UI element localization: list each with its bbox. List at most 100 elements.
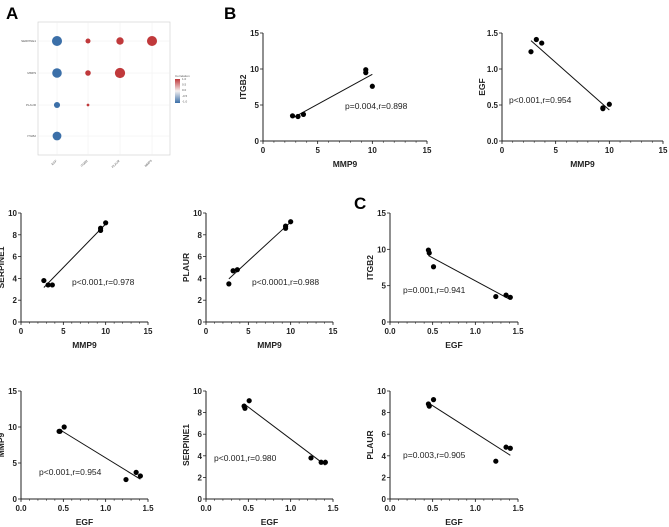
data-point: [300, 111, 307, 117]
x-tick-label: 0: [204, 327, 209, 336]
data-point: [430, 264, 437, 270]
col-label: PLAUR: [111, 158, 121, 168]
data-point: [234, 267, 240, 273]
stats-annotation: p<0.0001,r=0.988: [252, 277, 319, 287]
panel-label-b: B: [224, 4, 236, 23]
x-axis-label: EGF: [261, 517, 278, 527]
y-tick-label: 10: [8, 209, 17, 218]
correlation-dot: [116, 37, 124, 45]
stats-annotation: p=0.001,r=0.941: [403, 285, 466, 295]
legend-tick: -1.0: [182, 99, 188, 103]
y-tick-label: 10: [8, 423, 17, 432]
y-tick-label: 10: [377, 387, 386, 396]
data-point: [45, 282, 51, 288]
scatter-plot-itgb2-vs-egf: 0.0 0.5 1.0 1.5 0 5 10 15 EGF ITGB2 p=0.001,r=0.94…: [365, 209, 524, 350]
x-tick-label: 10: [101, 327, 110, 336]
y-tick-label: 2: [13, 296, 18, 305]
data-point: [318, 459, 324, 465]
scatter-plot-plaur-vs-mmp9: 0 5 10 15 0 2 4 6 8 10 MMP9 PLAUR p<0.0001,r=0.988: [181, 209, 338, 350]
y-tick-label: 4: [198, 274, 203, 283]
data-point: [430, 397, 437, 403]
legend-title: Correlation: [175, 74, 190, 78]
data-point: [507, 294, 513, 300]
correlation-dot: [114, 67, 126, 79]
y-axis-label: PLAUR: [181, 253, 191, 282]
data-point: [230, 268, 236, 274]
row-label: MMP9: [27, 71, 36, 75]
x-tick-label: 15: [144, 327, 153, 336]
x-tick-label: 0.5: [58, 504, 70, 513]
y-axis-label: MMP9: [0, 432, 6, 457]
y-tick-label: 4: [198, 452, 203, 461]
y-tick-label: 15: [250, 29, 259, 38]
data-point: [103, 220, 109, 226]
correlation-dot: [85, 38, 91, 44]
stats-annotation: p<0.001,r=0.954: [509, 95, 572, 105]
y-tick-label: 0: [13, 495, 18, 504]
x-tick-label: 5: [246, 327, 251, 336]
x-tick-label: 1.5: [512, 327, 524, 336]
col-label: ITGB2: [80, 159, 89, 168]
x-tick-label: 10: [286, 327, 295, 336]
x-tick-label: 1.0: [470, 327, 482, 336]
scatter-plot-itgb2-vs-mmp9: 0 5 10 15 0 5 10 15 MMP9 ITGB2 p=0.004,r=0.898: [238, 29, 432, 169]
y-tick-label: 6: [13, 253, 18, 262]
legend-tick: 0.5: [182, 83, 187, 87]
correlation-dot: [85, 70, 91, 76]
y-axis-label: PLAUR: [365, 430, 375, 459]
regression-line: [428, 255, 511, 301]
regression-line: [43, 223, 107, 288]
y-tick-label: 1.0: [487, 65, 499, 74]
data-point: [600, 106, 606, 112]
x-axis-label: MMP9: [257, 340, 282, 350]
data-point: [322, 459, 328, 465]
col-label: EGF: [51, 159, 58, 166]
scatter-plot-serpine1-vs-egf: 0.0 0.5 1.0 1.5 0 2 4 6 8 10 EGF SERPINE1 p<0.001,r=…: [181, 387, 339, 527]
y-axis-label: SERPINE1: [0, 246, 6, 288]
data-point: [137, 473, 143, 479]
y-tick-label: 0: [198, 318, 203, 327]
y-tick-label: 0: [382, 318, 387, 327]
correlation-dot: [52, 68, 62, 78]
data-point: [49, 282, 55, 288]
data-point: [61, 424, 67, 430]
x-tick-label: 5: [553, 146, 558, 155]
y-tick-label: 0: [382, 495, 387, 504]
y-tick-label: 0: [198, 495, 203, 504]
y-axis-label: SERPINE1: [181, 424, 191, 466]
x-tick-label: 0: [500, 146, 505, 155]
correlation-dot: [146, 35, 158, 47]
stats-annotation: p<0.001,r=0.980: [214, 453, 277, 463]
x-tick-label: 1.0: [285, 504, 297, 513]
regression-line: [428, 402, 511, 456]
y-tick-label: 10: [193, 387, 202, 396]
data-point: [507, 445, 513, 451]
x-tick-label: 1.5: [512, 504, 524, 513]
panel-label-a: A: [6, 4, 18, 23]
y-tick-label: 8: [382, 409, 387, 418]
stats-annotation: p=0.004,r=0.898: [345, 101, 408, 111]
regression-line: [243, 403, 326, 466]
x-tick-label: 0.0: [384, 327, 396, 336]
data-point: [493, 293, 499, 300]
legend-tick: 0.0: [182, 88, 187, 92]
x-axis-label: MMP9: [72, 340, 97, 350]
y-tick-label: 2: [198, 473, 203, 482]
panel-label-c: C: [354, 194, 366, 213]
data-point: [369, 83, 375, 89]
scatter-plot-mmp9-vs-egf: 0.0 0.5 1.0 1.5 0 5 10 15 EGF MMP9 p<0.001,r=0.954: [0, 387, 154, 527]
y-tick-label: 5: [13, 459, 18, 468]
legend-tick: -0.5: [182, 94, 188, 98]
data-point: [56, 428, 62, 434]
y-tick-label: 4: [382, 452, 387, 461]
data-point: [295, 113, 301, 120]
x-tick-label: 0.0: [15, 504, 27, 513]
data-point: [41, 277, 47, 284]
y-tick-label: 8: [198, 409, 203, 418]
y-tick-label: 6: [198, 430, 203, 439]
y-tick-label: 2: [382, 473, 387, 482]
data-point: [528, 49, 534, 55]
y-tick-label: 15: [377, 209, 386, 218]
x-axis-label: EGF: [76, 517, 93, 527]
